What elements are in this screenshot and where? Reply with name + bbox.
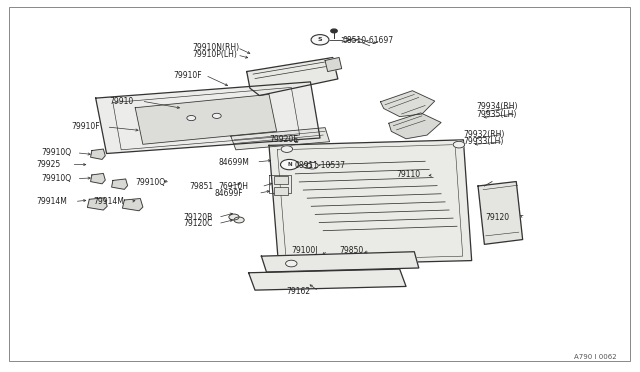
Polygon shape (325, 58, 342, 71)
Circle shape (453, 141, 465, 148)
Text: 79914M: 79914M (94, 197, 125, 206)
Text: 79910Q: 79910Q (135, 178, 165, 187)
Bar (274, 176, 288, 184)
Text: 79935(LH): 79935(LH) (476, 109, 516, 119)
Text: 79910: 79910 (109, 97, 134, 106)
Text: 79925: 79925 (36, 160, 61, 169)
Text: 84699F: 84699F (215, 189, 243, 198)
Circle shape (331, 29, 337, 33)
Circle shape (187, 115, 196, 121)
Text: 08911-10537: 08911-10537 (294, 161, 346, 170)
Polygon shape (261, 252, 419, 272)
Text: 79932(RH): 79932(RH) (463, 130, 505, 139)
Text: 79910N(RH): 79910N(RH) (193, 43, 240, 52)
Text: 79910Q: 79910Q (41, 174, 71, 183)
Polygon shape (478, 182, 523, 244)
Polygon shape (269, 140, 472, 265)
Polygon shape (381, 91, 435, 116)
Polygon shape (88, 198, 107, 210)
Text: 76910H: 76910H (218, 182, 248, 191)
Polygon shape (91, 149, 105, 160)
Text: 79910F: 79910F (173, 71, 202, 80)
Polygon shape (91, 173, 105, 184)
Circle shape (303, 163, 312, 168)
Text: 79110: 79110 (396, 170, 420, 179)
Text: S: S (317, 37, 323, 42)
Text: 79910Q: 79910Q (41, 148, 71, 157)
Text: 79851: 79851 (189, 182, 214, 191)
Polygon shape (135, 94, 276, 144)
Circle shape (229, 214, 239, 220)
Text: 79934(RH): 79934(RH) (476, 102, 518, 111)
Circle shape (212, 113, 221, 118)
Polygon shape (246, 58, 338, 96)
Text: 79120B: 79120B (183, 213, 212, 222)
Bar (274, 187, 288, 195)
Text: 79914M: 79914M (36, 197, 67, 206)
Text: 84699M: 84699M (218, 157, 249, 167)
Circle shape (280, 160, 298, 170)
Circle shape (285, 260, 297, 267)
Polygon shape (96, 82, 320, 154)
Text: 79910P(LH): 79910P(LH) (193, 51, 237, 60)
Circle shape (281, 146, 292, 153)
Text: 79100J: 79100J (291, 246, 318, 255)
Circle shape (234, 217, 244, 223)
Text: 79162: 79162 (286, 287, 310, 296)
Circle shape (307, 162, 318, 169)
Text: 79120: 79120 (486, 213, 510, 222)
Text: 79910F: 79910F (72, 122, 100, 131)
Polygon shape (389, 113, 441, 139)
Text: 79850: 79850 (339, 246, 364, 255)
Polygon shape (248, 269, 406, 290)
Text: A790 I 0062: A790 I 0062 (573, 353, 616, 360)
Circle shape (311, 35, 329, 45)
Text: 79920E: 79920E (269, 135, 298, 144)
Text: 08510-61697: 08510-61697 (342, 36, 394, 45)
Polygon shape (231, 128, 330, 150)
Text: 79120C: 79120C (183, 219, 212, 228)
Text: N: N (287, 162, 292, 167)
Polygon shape (122, 199, 143, 211)
Polygon shape (111, 179, 127, 189)
Text: 79933(LH): 79933(LH) (463, 137, 504, 146)
